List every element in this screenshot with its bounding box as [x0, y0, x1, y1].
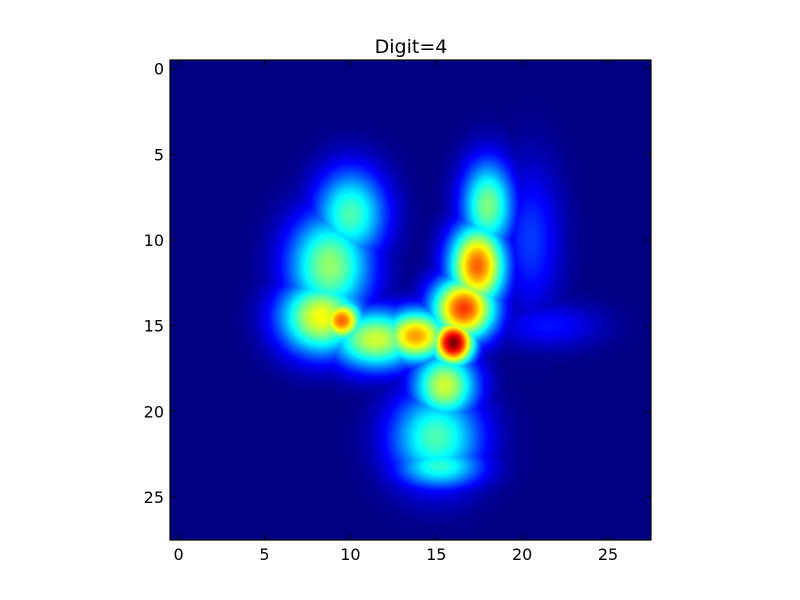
chart-title: Digit=4: [375, 36, 448, 58]
y-axis-ticks: 0 5 10 15 20 25: [144, 60, 651, 507]
x-tick-label: 0: [173, 545, 183, 564]
x-tick-label: 20: [512, 545, 532, 564]
y-tick-label: 5: [154, 145, 164, 164]
x-tick-label: 15: [426, 545, 446, 564]
axes-frame: [169, 59, 652, 541]
y-tick-label: 25: [144, 488, 164, 507]
y-tick-label: 15: [144, 317, 164, 336]
plot-area: [169, 59, 652, 541]
x-tick-label: 25: [598, 545, 618, 564]
y-tick-label: 0: [154, 60, 164, 79]
y-tick-label: 20: [144, 402, 164, 421]
heatmap-canvas: [170, 60, 651, 540]
y-tick-label: 10: [144, 231, 164, 250]
x-axis-ticks: 0 5 10 15 20 25: [173, 60, 618, 564]
x-tick-label: 10: [340, 545, 360, 564]
x-tick-label: 5: [259, 545, 269, 564]
heatmap-image: [170, 60, 651, 540]
